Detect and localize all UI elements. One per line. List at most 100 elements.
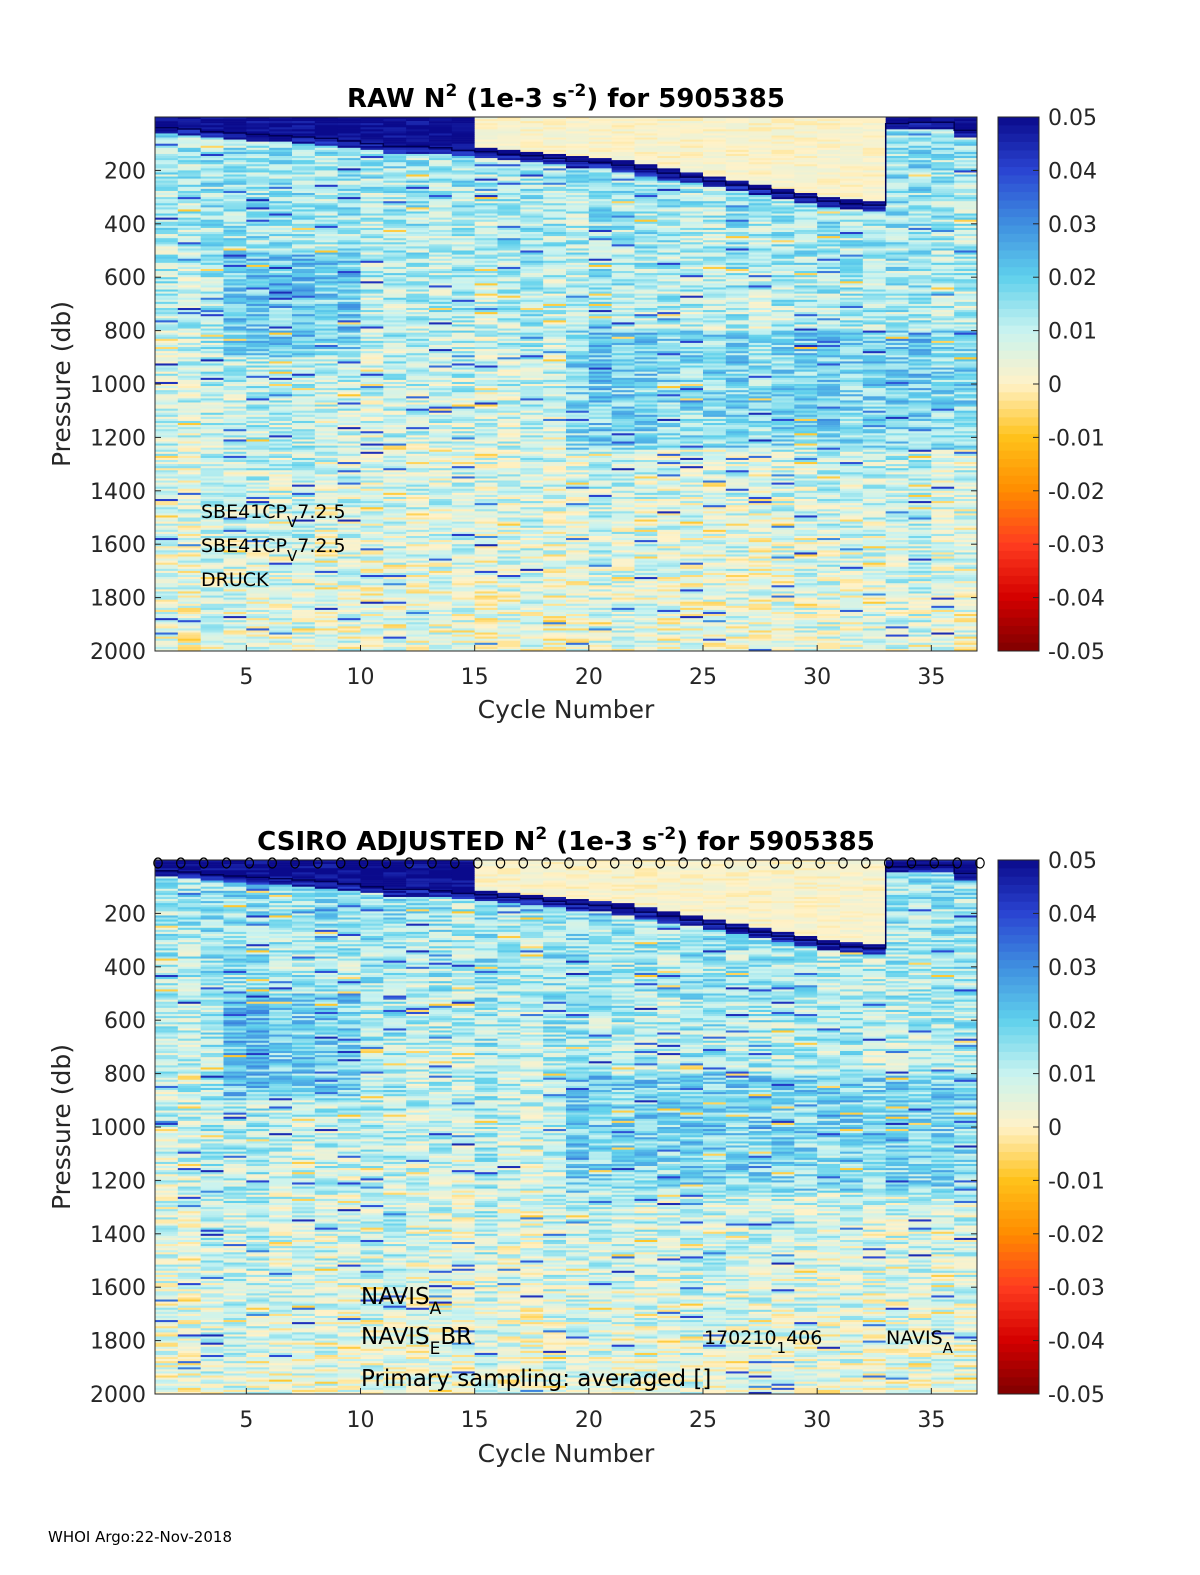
- heatmap-cell: [177, 160, 202, 163]
- heatmap-cell: [177, 620, 202, 623]
- heatmap-cell: [451, 379, 476, 383]
- heatmap-cell: [292, 250, 316, 253]
- heatmap-cell: [360, 297, 384, 301]
- heatmap-cell: [360, 482, 384, 485]
- heatmap-cell: [520, 560, 544, 563]
- heatmap-cell: [520, 381, 544, 385]
- heatmap-cell: [246, 418, 270, 422]
- heatmap-cell: [497, 246, 521, 249]
- heatmap-cell: [429, 168, 453, 171]
- heatmap-cell: [429, 398, 453, 401]
- heatmap-cell: [497, 275, 521, 278]
- heatmap-cell: [497, 503, 521, 506]
- heatmap-cell: [360, 470, 384, 473]
- heatmap-cell: [314, 459, 339, 463]
- heatmap-cell: [406, 153, 430, 157]
- heatmap-cell: [314, 119, 339, 122]
- heatmap-cell: [520, 262, 544, 266]
- heatmap-cell: [177, 295, 202, 299]
- heatmap-cell: [269, 488, 293, 492]
- heatmap-cell: [429, 572, 453, 576]
- heatmap-cell: [406, 468, 430, 471]
- heatmap-cell: [155, 501, 179, 504]
- heatmap-cell: [155, 361, 179, 364]
- heatmap-cell: [360, 127, 384, 130]
- heatmap-cell: [566, 328, 590, 331]
- heatmap-cell: [269, 402, 293, 405]
- heatmap-cell: [429, 367, 453, 370]
- heatmap-cell: [337, 646, 361, 650]
- heatmap-cell: [429, 314, 453, 317]
- heatmap-cell: [474, 195, 498, 198]
- heatmap-cell: [474, 227, 498, 231]
- heatmap-cell: [155, 326, 179, 329]
- heatmap-cell: [497, 289, 521, 292]
- heatmap-cell: [520, 258, 544, 262]
- heatmap-cell: [429, 254, 453, 257]
- heatmap-cell: [223, 297, 247, 301]
- heatmap-cell: [429, 420, 453, 424]
- heatmap-cell: [406, 139, 430, 142]
- heatmap-cell: [406, 131, 430, 134]
- heatmap-cell: [314, 207, 339, 210]
- heatmap-cell: [360, 591, 384, 594]
- heatmap-cell: [360, 195, 384, 198]
- heatmap-cell: [543, 392, 567, 395]
- heatmap-cell: [360, 125, 384, 128]
- heatmap-cell: [200, 303, 224, 307]
- heatmap-cell: [223, 373, 247, 377]
- heatmap-cell: [269, 634, 293, 637]
- heatmap-cell: [360, 562, 384, 566]
- heatmap-cell: [177, 252, 202, 255]
- heatmap-cell: [429, 174, 453, 177]
- heatmap-cell: [566, 535, 590, 539]
- heatmap-cell: [314, 199, 339, 202]
- heatmap-cell: [337, 371, 361, 375]
- heatmap-cell: [588, 117, 613, 120]
- heatmap-cell: [474, 289, 498, 292]
- heatmap-cell: [314, 642, 339, 646]
- heatmap-cell: [520, 353, 544, 356]
- heatmap-cell: [292, 599, 316, 602]
- heatmap-cell: [566, 349, 590, 352]
- heatmap-cell: [566, 303, 590, 307]
- heatmap-cell: [200, 601, 224, 605]
- heatmap-cell: [383, 266, 407, 270]
- heatmap-cell: [223, 505, 247, 508]
- heatmap-cell: [497, 453, 521, 457]
- heatmap-cell: [155, 209, 179, 212]
- heatmap-cell: [177, 246, 202, 249]
- heatmap-cell: [520, 137, 544, 140]
- heatmap-cell: [314, 158, 339, 161]
- heatmap-cell: [292, 595, 316, 598]
- heatmap-cell: [269, 505, 293, 508]
- heatmap-cell: [543, 209, 567, 212]
- heatmap-cell: [497, 184, 521, 188]
- heatmap-cell: [155, 277, 179, 280]
- heatmap-cell: [520, 186, 544, 190]
- heatmap-cell: [474, 550, 498, 553]
- heatmap-cell: [269, 474, 293, 477]
- heatmap-cell: [292, 361, 316, 364]
- heatmap-cell: [337, 248, 361, 251]
- heatmap-cell: [360, 433, 384, 436]
- heatmap-cell: [269, 470, 293, 473]
- heatmap-cell: [223, 484, 247, 487]
- heatmap-cell: [429, 119, 453, 122]
- heatmap-cell: [246, 182, 270, 186]
- heatmap-cell: [360, 572, 384, 576]
- heatmap-cell: [383, 443, 407, 446]
- heatmap-cell: [566, 266, 590, 270]
- heatmap-cell: [520, 408, 544, 411]
- heatmap-cell: [566, 414, 590, 418]
- heatmap-cell: [451, 445, 476, 448]
- heatmap-cell: [406, 264, 430, 268]
- heatmap-cell: [269, 221, 293, 225]
- heatmap-cell: [520, 609, 544, 613]
- heatmap-cell: [155, 420, 179, 424]
- heatmap-cell: [155, 363, 179, 366]
- heatmap-cell: [520, 587, 544, 590]
- heatmap-cell: [200, 119, 224, 122]
- heatmap-cell: [497, 254, 521, 257]
- heatmap-cell: [406, 562, 430, 566]
